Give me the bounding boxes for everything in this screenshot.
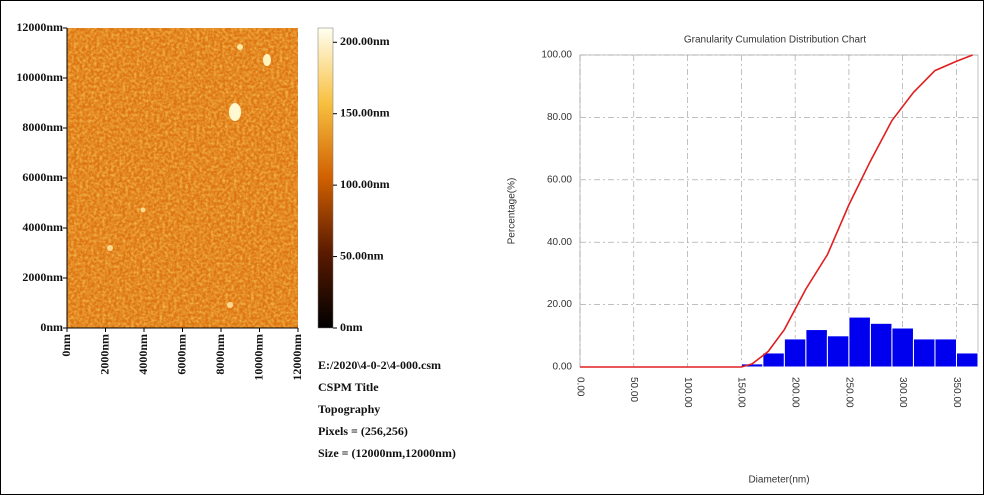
x-tick-label: 300.00 <box>897 377 908 408</box>
x-tick-label: 200.00 <box>789 377 800 408</box>
y-tick-label: 0.00 <box>553 362 573 373</box>
bar <box>891 327 914 368</box>
bar <box>762 352 785 368</box>
y-tick-label: 40.00 <box>547 237 572 248</box>
colorbar-tick-label: 100.00nm <box>340 177 390 191</box>
x-tick-label: 250.00 <box>843 377 854 408</box>
colorbar-tick-label: 150.00nm <box>340 105 390 119</box>
x-tick-label: 100.00 <box>682 377 693 408</box>
plot-area <box>579 54 979 368</box>
image-info: CSPM Title <box>318 380 379 394</box>
bar <box>912 338 936 368</box>
image-info: E:/2020\4-0-2\4-000.csm <box>318 358 441 372</box>
x-tick-label: 12000nm <box>290 334 304 381</box>
afm-image <box>67 28 298 328</box>
image-info: Size = (12000nm,12000nm) <box>318 446 456 460</box>
y-tick-label: 60.00 <box>547 174 572 185</box>
x-tick-label: 8000nm <box>213 334 227 375</box>
bar <box>955 352 979 368</box>
y-tick-label: 12000nm <box>16 20 63 34</box>
bar <box>826 335 850 368</box>
x-tick-label: 0nm <box>59 334 73 357</box>
colorbar-tick-label: 0nm <box>340 320 363 334</box>
x-tick-label: 4000nm <box>136 334 150 375</box>
y-tick-label: 80.00 <box>547 112 572 123</box>
chart-title: Granularity Cumulation Distribution Char… <box>684 35 867 46</box>
y-tick-label: 10000nm <box>16 70 63 84</box>
y-tick-label: 8000nm <box>22 120 63 134</box>
y-tick-label: 100.00 <box>541 50 572 61</box>
cumulative-line <box>580 54 973 368</box>
image-info: Topography <box>318 402 380 416</box>
y-tick-label: 6000nm <box>22 170 63 184</box>
y-tick-label: 0nm <box>40 320 63 334</box>
bar <box>848 316 871 368</box>
x-tick-label: 10000nm <box>251 334 265 381</box>
x-axis-label: Diameter(nm) <box>748 475 809 486</box>
y-axis-label: Percentage(%) <box>507 178 518 245</box>
x-tick-label: 350.00 <box>951 377 962 408</box>
x-tick-label: 50.00 <box>628 377 639 402</box>
x-tick-label: 2000nm <box>97 334 111 375</box>
y-tick-label: 2000nm <box>22 270 63 284</box>
x-tick-label: 0.00 <box>574 377 585 397</box>
colorbar-tick-label: 200.00nm <box>340 34 390 48</box>
y-tick-label: 20.00 <box>547 299 572 310</box>
y-tick-label: 4000nm <box>22 220 63 234</box>
bar <box>783 338 807 368</box>
colorbar <box>317 27 334 329</box>
colorbar-tick-label: 50.00nm <box>340 248 384 262</box>
x-tick-label: 150.00 <box>736 377 747 408</box>
bar <box>934 338 957 368</box>
bar <box>869 322 893 368</box>
bar <box>805 329 828 368</box>
x-tick-label: 6000nm <box>174 334 188 375</box>
image-info: Pixels = (256,256) <box>318 424 408 438</box>
